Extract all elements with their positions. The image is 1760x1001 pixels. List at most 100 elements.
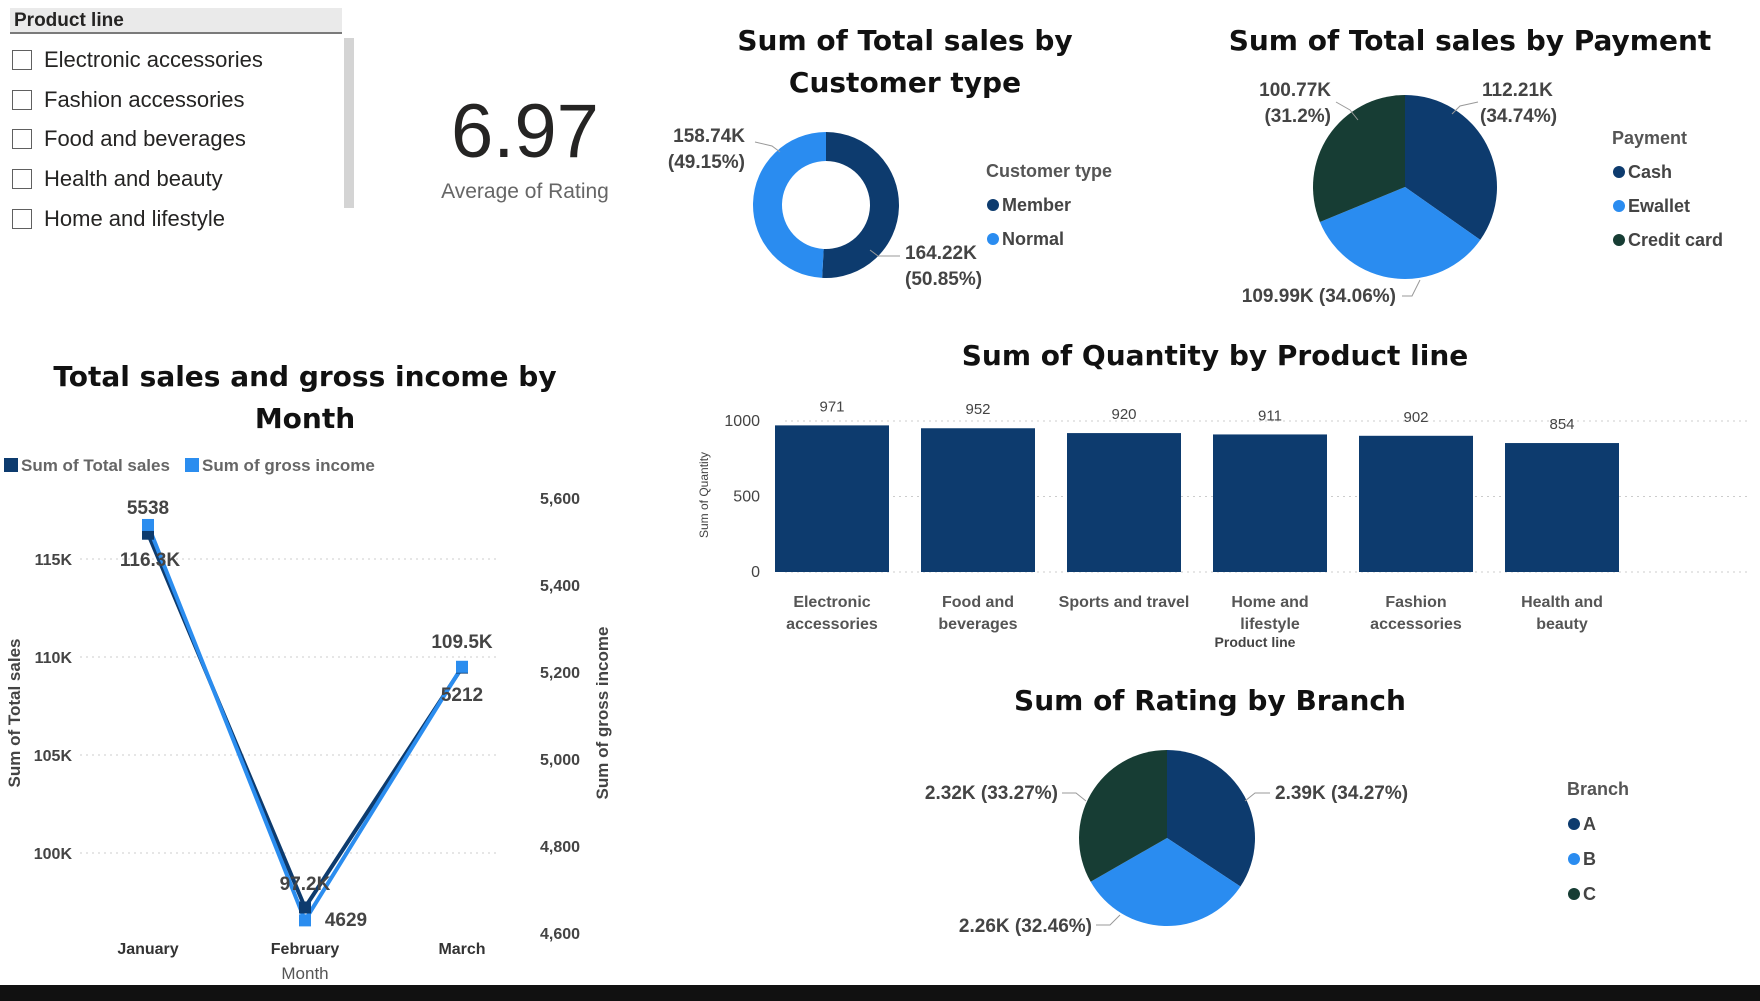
- bar: [921, 428, 1035, 572]
- series-line-total-sales: [146, 532, 464, 912]
- legend-item: Sum of Total sales: [21, 456, 170, 475]
- leader-line: [1096, 914, 1121, 926]
- slice-member: [822, 132, 900, 278]
- slicer-item[interactable]: Electronic accessories: [12, 45, 263, 75]
- series-line-gross-income: [146, 524, 464, 925]
- data-label-percent: (31.2%): [1264, 106, 1331, 127]
- data-label: 164.22K: [905, 243, 977, 264]
- leader-line: [1244, 792, 1270, 802]
- legend-marker: [987, 233, 999, 245]
- legend-marker: [1613, 200, 1625, 212]
- legend-marker: [1568, 888, 1580, 900]
- monthly-chart: Sum of Total sales Sum of gross income 100…: [4, 456, 612, 983]
- right-tick-label: 5,000: [540, 752, 580, 769]
- leader-line: [1451, 101, 1479, 115]
- data-label-total-sales: 97.2K: [280, 874, 331, 895]
- data-label-gross-income: 5538: [127, 498, 169, 519]
- slicer-item-label: Fashion accessories: [44, 87, 245, 112]
- y-tick-label: 0: [751, 564, 760, 581]
- left-tick-label: 115K: [35, 552, 73, 569]
- data-label-total-sales: 109.5K: [431, 632, 493, 653]
- slicer-item[interactable]: Food and beverages: [12, 124, 246, 154]
- slice-a: [1167, 750, 1255, 887]
- legend-item: Ewallet: [1628, 196, 1690, 216]
- data-label: 100.77K: [1259, 80, 1331, 101]
- checkbox[interactable]: [12, 50, 32, 70]
- payment-chart: 112.21K (34.74%) 109.99K (34.06%) 100.77K (3…: [1242, 80, 1723, 307]
- left-tick-label: 105K: [34, 748, 73, 765]
- slice-cash: [1405, 95, 1497, 240]
- x-tick-label: Fashion: [1385, 594, 1446, 611]
- legend-item: B: [1583, 849, 1596, 869]
- data-label: 109.99K (34.06%): [1242, 286, 1396, 307]
- slicer-item[interactable]: Home and lifestyle: [12, 204, 225, 234]
- y-tick-label: 1000: [724, 413, 760, 430]
- data-label-gross-income: 4629: [325, 910, 367, 931]
- checkbox[interactable]: [12, 209, 32, 229]
- x-tick-label: accessories: [786, 616, 878, 633]
- leader-line: [754, 141, 781, 153]
- customer-type-chart: 164.22K (50.85%) 158.74K (49.15%) Customer t…: [668, 126, 1112, 290]
- checkbox[interactable]: [12, 169, 32, 189]
- slicer-item[interactable]: Fashion accessories: [12, 85, 245, 115]
- x-axis-title: Month: [281, 964, 328, 983]
- data-label: 2.32K (33.27%): [925, 783, 1058, 804]
- point-gross-income: [142, 518, 154, 531]
- data-label: 2.26K (32.46%): [959, 916, 1092, 937]
- point-total-sales: [299, 901, 311, 914]
- y-axis-title: Sum of Quantity: [697, 452, 711, 538]
- point-gross-income: [299, 914, 311, 927]
- right-tick-label: 5,400: [540, 578, 580, 595]
- legend-title: Customer type: [986, 161, 1112, 181]
- x-tick-label: Health and: [1521, 594, 1603, 611]
- bar-value-label: 902: [1403, 409, 1428, 426]
- left-axis-title: Sum of Total sales: [5, 639, 24, 788]
- point-gross-income: [456, 660, 468, 673]
- branch-chart: 2.39K (34.27%) 2.26K (32.46%) 2.32K (33.27…: [925, 750, 1629, 937]
- data-label-total-sales: 116.3K: [120, 550, 180, 571]
- slice-c: [1079, 750, 1167, 882]
- x-tick-label: Food and: [942, 594, 1014, 611]
- slice-ewallet: [1319, 187, 1481, 279]
- bar-value-label: 911: [1258, 407, 1282, 424]
- bottom-bar: [0, 985, 1760, 1001]
- legend-marker: [1613, 166, 1625, 178]
- monthly-title: Total sales and gross income by Month: [20, 356, 590, 440]
- slicer-scrollbar[interactable]: [344, 38, 354, 208]
- legend-marker: [1613, 234, 1625, 246]
- x-tick-label: lifestyle: [1240, 616, 1300, 633]
- slicer-item[interactable]: Health and beauty: [12, 164, 223, 194]
- checkbox[interactable]: [12, 90, 32, 110]
- legend-marker: [185, 458, 199, 472]
- x-tick-label: accessories: [1370, 616, 1462, 633]
- product-line-slicer: Product line Electronic accessories Fash…: [10, 8, 355, 238]
- left-tick-label: 110K: [35, 650, 73, 667]
- data-label-percent: (49.15%): [668, 152, 745, 173]
- branch-title: Sum of Rating by Branch: [1014, 684, 1406, 717]
- legend-marker: [1568, 853, 1580, 865]
- bar: [1359, 435, 1473, 572]
- x-tick-label: Home and: [1231, 594, 1308, 611]
- kpi-value: 6.97: [451, 89, 599, 174]
- legend-marker: [1568, 818, 1580, 830]
- legend-item: Member: [1002, 195, 1071, 215]
- leader-line: [1062, 792, 1087, 802]
- data-label: 158.74K: [673, 126, 745, 147]
- quantity-title: Sum of Quantity by Product line: [961, 339, 1469, 372]
- right-axis-title: Sum of gross income: [593, 627, 612, 800]
- checkbox[interactable]: [12, 129, 32, 149]
- x-axis-title: Product line: [1215, 634, 1296, 650]
- bar: [775, 425, 889, 572]
- right-tick-label: 4,800: [540, 839, 580, 856]
- payment-title: Sum of Total sales by Payment: [1228, 24, 1712, 57]
- legend-item: Normal: [1002, 229, 1064, 249]
- legend-item: C: [1583, 884, 1596, 904]
- bar-value-label: 920: [1111, 406, 1136, 423]
- title-line: Total sales and gross income by: [53, 360, 557, 393]
- slicer-item-label: Electronic accessories: [44, 47, 263, 72]
- bar: [1213, 434, 1327, 572]
- legend-title: Payment: [1612, 128, 1687, 148]
- customer-type-title: Sum of Total sales by Customer type: [660, 20, 1150, 104]
- slice-b: [1090, 838, 1241, 926]
- slicer-item-label: Health and beauty: [44, 166, 223, 191]
